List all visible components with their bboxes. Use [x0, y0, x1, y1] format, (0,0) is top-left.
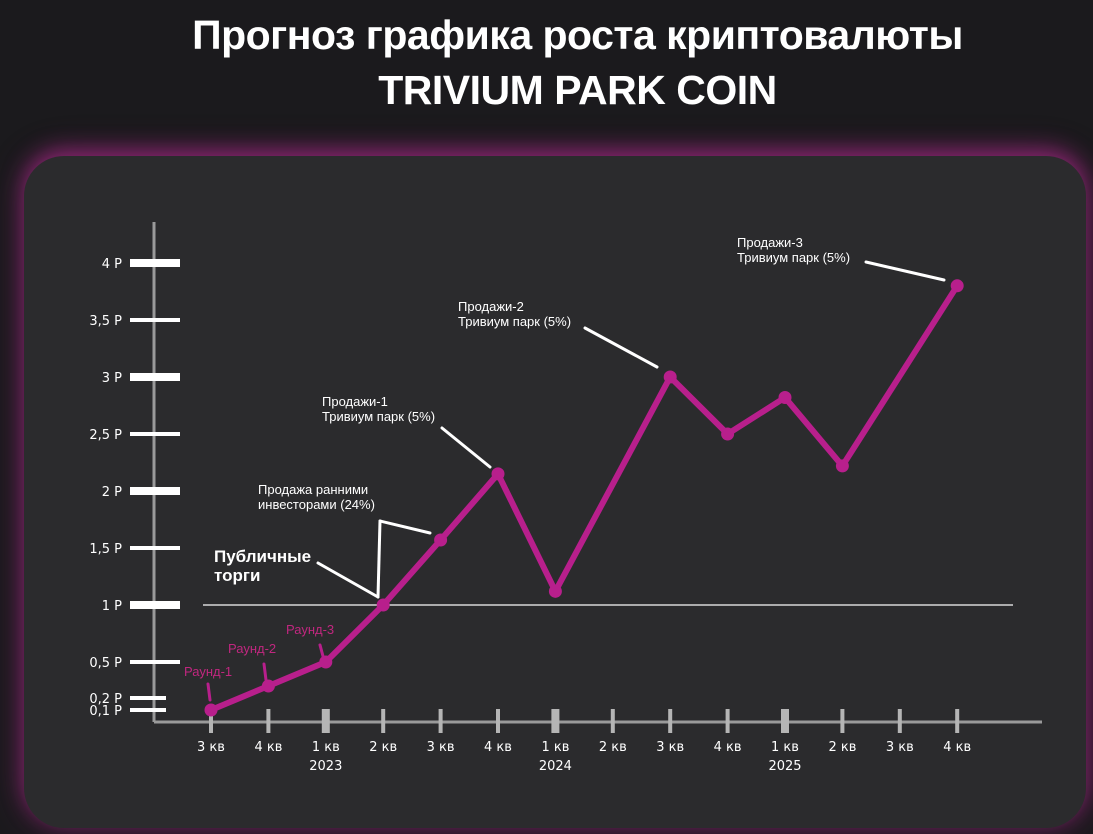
leader-line [583, 326, 659, 369]
chart-title: Прогноз графика роста криптовалюты TRIVI… [0, 8, 1093, 118]
y-tick-label: 2 Р [102, 485, 122, 500]
annotations: Раунд-1 Раунд-2 Раунд-3 Публичные торги Прода… [184, 235, 850, 679]
leader-line [316, 561, 380, 599]
y-tick-mark [130, 601, 180, 609]
x-tick-label: 4 кв [484, 740, 512, 755]
x-tick-mark [496, 709, 500, 733]
x-tick-label: 2 кв [599, 740, 627, 755]
data-point [778, 391, 792, 405]
annotation-label: Продажи-3 Тривиум парк (5%) [737, 235, 850, 265]
data-point [204, 703, 218, 717]
x-tick-mark [551, 709, 560, 733]
data-point [835, 459, 849, 473]
x-tick-mark [321, 709, 330, 733]
year-label: 2024 [539, 759, 572, 774]
x-tick-label: 3 кв [886, 740, 914, 755]
y-tick-mark [130, 708, 166, 712]
axes [152, 222, 1042, 724]
x-tick-label: 4 кв [254, 740, 282, 755]
x-tick-label: 1 кв [771, 740, 799, 755]
y-tick-mark [130, 318, 180, 322]
leader-line [440, 426, 492, 469]
data-point [491, 467, 505, 481]
x-tick-label: 1 кв [541, 740, 569, 755]
title-line-2: TRIVIUM PARK COIN [378, 67, 777, 113]
leader-line [864, 260, 946, 282]
annotation-label: Раунд-2 [228, 641, 276, 656]
annotation-label: Продажи-2 Тривиум парк (5%) [458, 299, 571, 329]
y-tick-label: 1 Р [102, 599, 122, 614]
x-tick-mark [668, 709, 673, 733]
annotation-label: Публичные торги [214, 547, 311, 585]
x-tick-label: 4 кв [714, 740, 742, 755]
leader-line [378, 519, 432, 535]
y-tick-label: 0,2 Р [89, 692, 122, 707]
x-ticks: 3 кв 4 кв 1 кв 2 кв 3 кв 4 кв 1 кв 2 кв 3 кв 4 кв… [197, 709, 971, 774]
annotation-label: Продажа ранними инвесторами (24%) [258, 482, 375, 512]
annotation-label: Раунд-3 [286, 622, 334, 637]
annotation-label: Продажи-1 Тривиум парк (5%) [322, 394, 435, 424]
x-tick-mark [897, 709, 902, 733]
y-tick-label: 4 Р [102, 257, 122, 272]
data-point [548, 584, 562, 598]
annotation-label: Раунд-1 [184, 664, 232, 679]
y-tick-label: 1,5 Р [89, 542, 122, 557]
x-tick-mark [955, 709, 960, 733]
y-tick-mark [130, 546, 180, 550]
x-tick-mark [725, 709, 730, 733]
x-tick-mark [381, 709, 386, 733]
data-point [434, 533, 448, 547]
x-tick-mark [209, 709, 213, 733]
x-tick-mark [610, 709, 615, 733]
data-point [663, 370, 677, 384]
y-tick-mark [130, 696, 166, 700]
data-point [319, 655, 333, 669]
y-tick-label: 3 Р [102, 371, 122, 386]
data-point [261, 679, 275, 693]
year-label: 2023 [309, 759, 342, 774]
series-line [208, 282, 961, 713]
data-points [204, 279, 964, 717]
x-tick-label: 3 кв [427, 740, 455, 755]
x-tick-mark [840, 709, 845, 733]
title-line-1: Прогноз графика роста криптовалюты [192, 12, 963, 58]
leader-line [376, 519, 382, 599]
y-tick-mark [130, 432, 180, 436]
y-ticks: 0,1 Р0,2 Р 0,5 Р 1 Р 1,5 Р 2 Р 2,5 Р 3 Р 3,5 Р 4… [89, 257, 180, 719]
x-tick-label: 2 кв [828, 740, 856, 755]
leader-line [206, 682, 212, 702]
y-tick-mark [130, 259, 180, 267]
y-tick-label: 2,5 Р [89, 428, 122, 443]
x-tick-label: 4 кв [943, 740, 971, 755]
x-tick-mark [781, 709, 789, 733]
y-tick-mark [130, 487, 180, 495]
x-tick-label: 1 кв [312, 740, 340, 755]
y-tick-label: 0,1 Р [89, 704, 122, 719]
y-tick-label: 3,5 Р [89, 314, 122, 329]
data-point [721, 427, 735, 441]
y-tick-mark [130, 660, 180, 664]
x-tick-mark [438, 709, 443, 733]
y-tick-label: 0,5 Р [89, 656, 122, 671]
series-line-group [208, 282, 961, 713]
x-tick-label: 2 кв [369, 740, 397, 755]
leader-line [262, 662, 268, 682]
y-tick-mark [130, 373, 180, 381]
year-label: 2025 [768, 759, 801, 774]
data-point [950, 279, 964, 293]
data-point [376, 598, 390, 612]
x-tick-mark [266, 709, 271, 733]
x-tick-label: 3 кв [197, 740, 225, 755]
x-tick-label: 3 кв [656, 740, 684, 755]
